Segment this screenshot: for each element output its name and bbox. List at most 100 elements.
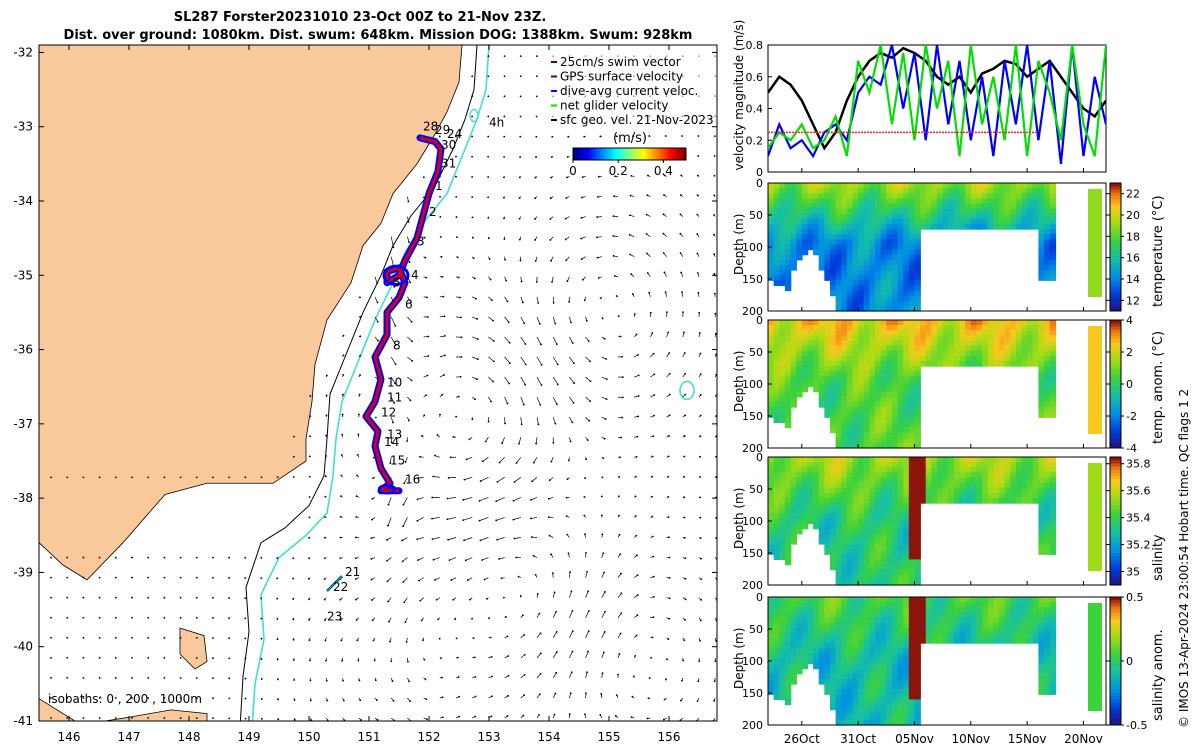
- velocity-y-tick: 0.2: [746, 134, 764, 147]
- track-day-label: 6: [405, 298, 413, 312]
- colorbar-tick-label: 4: [1126, 314, 1133, 327]
- track-day-label: 4: [411, 268, 419, 282]
- colorbar-tick-label: 2: [1126, 346, 1133, 359]
- map-y-tick-label: -32: [13, 45, 33, 59]
- track-day-label: 3: [417, 235, 425, 249]
- track-day-label: 15: [390, 454, 405, 468]
- depth-tick-label: 50: [749, 623, 763, 636]
- depth-tick-label: 50: [749, 209, 763, 222]
- velocity-ylabel: velocity magnitude (m/s): [732, 20, 746, 171]
- track-day-label: 23: [327, 610, 342, 624]
- track-day-label: 12: [381, 405, 396, 419]
- time-tick-label: 26Oct: [784, 732, 820, 746]
- map-x-tick-label: 149: [238, 730, 261, 744]
- legend-entry: net glider velocity: [560, 99, 668, 113]
- map-y-tick-label: -38: [13, 491, 33, 505]
- map-y-tick-label: -35: [13, 268, 33, 282]
- sal_anom-colorbar: 0.5 0 -0.5 salinity anom.: [1110, 591, 1166, 732]
- colorbar-tick-label: 12: [1126, 294, 1140, 307]
- legend-entry: GPS surface velocity: [560, 70, 683, 84]
- map-x-tick-label: 156: [658, 730, 681, 744]
- map-x-tick-label: 148: [178, 730, 201, 744]
- map-x-tick-label: 155: [598, 730, 621, 744]
- map-y-tick-label: -33: [13, 120, 33, 134]
- colorbar-tick-label: 16: [1126, 252, 1140, 265]
- velocity-y-tick: 0.4: [746, 103, 764, 116]
- temperature-colorbar: 22 20 18 16 14 12 temperature (°C): [1110, 183, 1166, 312]
- map-x-tick-label: 146: [58, 730, 81, 744]
- depth-tick-label: 0: [756, 591, 763, 604]
- colorbar-tick: 0: [569, 164, 577, 178]
- track-day-label: 10: [387, 376, 402, 390]
- colorbar-tick-label: 35.8: [1126, 458, 1151, 471]
- time-tick-label: 10Nov: [951, 732, 990, 746]
- colorbar-tick: 0.2: [609, 164, 628, 178]
- colorbar-tick-label: 0: [1126, 378, 1133, 391]
- colorbar-tick-label: -0.5: [1126, 719, 1147, 732]
- temp_anom-colorbar: 4 2 0 -2 -4 temp. anom. (°C): [1110, 314, 1166, 455]
- depth-tick-label: 50: [749, 483, 763, 496]
- time-tick-label: 15Nov: [1008, 732, 1047, 746]
- map-panel: 28292430311234568101112131415162122234h …: [0, 45, 718, 744]
- track-day-label: 21: [345, 565, 360, 579]
- colorbar-tick-label: 35.6: [1126, 485, 1151, 498]
- extrapolation-strip: [1088, 463, 1102, 571]
- colorbar-label: (m/s): [613, 131, 647, 146]
- colorbar-label: salinity anom.: [1151, 629, 1166, 721]
- legend-entry: dive-avg current veloc.: [560, 84, 698, 98]
- track-day-label: 1: [435, 179, 443, 193]
- time-tick-label: 20Nov: [1064, 732, 1103, 746]
- colorbar-tick: 0.4: [654, 164, 673, 178]
- extrapolation-strip: [1088, 326, 1102, 434]
- map-x-tick-label: 150: [298, 730, 321, 744]
- track-day-label: 8: [393, 339, 401, 353]
- colorbar-tick-label: 35.4: [1126, 512, 1151, 525]
- depth-tick-label: 50: [749, 346, 763, 359]
- colorbar-tick-label: 0: [1126, 655, 1133, 668]
- track-day-label: 4h: [489, 116, 504, 130]
- colorbar-tick-label: 0.5: [1126, 591, 1144, 604]
- colorbar-label: temp. anom. (°C): [1151, 331, 1166, 444]
- map-x-tick-label: 151: [358, 730, 381, 744]
- colorbar-tick-label: -2: [1126, 410, 1137, 423]
- map-x-tick-label: 153: [478, 730, 501, 744]
- colorbar-tick-label: 18: [1126, 230, 1140, 243]
- map-y-tick-label: -39: [13, 565, 33, 579]
- track-day-label: 22: [333, 580, 348, 594]
- section-ylabel: Depth (m): [732, 214, 746, 275]
- title-line-1: SL287 Forster20231010 23-Oct 00Z to 21-N…: [174, 10, 547, 25]
- map-y-tick-label: -37: [13, 417, 33, 431]
- velocity-y-tick: 0.8: [746, 39, 764, 52]
- section-ylabel: Depth (m): [732, 628, 746, 689]
- time-tick-label: 31Oct: [840, 732, 876, 746]
- map-x-tick-label: 147: [118, 730, 141, 744]
- colorbar-tick-label: 22: [1126, 188, 1140, 201]
- depth-tick-label: 0: [756, 177, 763, 190]
- section-ylabel: Depth (m): [732, 351, 746, 412]
- track-day-label: 16: [405, 472, 420, 486]
- colorbar-tick-label: 20: [1126, 209, 1140, 222]
- track-day-label: 2: [429, 205, 437, 219]
- depth-tick-label: 200: [742, 719, 763, 732]
- track-day-label: 31: [441, 157, 456, 171]
- extrapolation-strip: [1088, 603, 1102, 711]
- depth-tick-label: 0: [756, 314, 763, 327]
- track-day-label: 30: [441, 138, 456, 152]
- colorbar-tick-label: 14: [1126, 273, 1140, 286]
- map-y-tick-label: -41: [13, 714, 33, 728]
- track-day-label: 5: [393, 275, 401, 289]
- extrapolation-strip: [1088, 189, 1102, 297]
- velocity-y-tick: 0.6: [746, 71, 764, 84]
- section-ylabel: Depth (m): [732, 488, 746, 549]
- colorbar-tick-label: -4: [1126, 442, 1137, 455]
- track-day-label: 14: [384, 435, 399, 449]
- colorbar-label: temperature (°C): [1151, 195, 1166, 307]
- map-y-tick-label: -40: [13, 640, 33, 654]
